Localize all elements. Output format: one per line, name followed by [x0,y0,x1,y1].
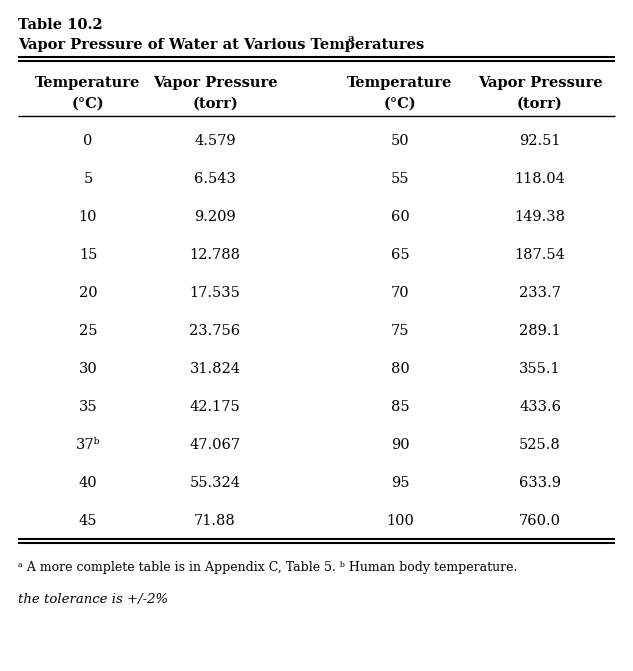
Text: (°C): (°C) [72,97,104,111]
Text: 60: 60 [391,210,410,224]
Text: 10: 10 [78,210,97,224]
Text: 37ᵇ: 37ᵇ [76,438,100,452]
Text: 633.9: 633.9 [519,476,561,490]
Text: 5: 5 [84,172,92,186]
Text: a: a [348,34,354,43]
Text: the tolerance is +/-2%: the tolerance is +/-2% [18,593,168,606]
Text: 90: 90 [391,438,410,452]
Text: (torr): (torr) [517,97,563,111]
Text: Temperature: Temperature [35,76,141,90]
Text: 75: 75 [391,324,410,338]
Text: 760.0: 760.0 [519,514,561,528]
Text: 42.175: 42.175 [190,400,241,414]
Text: Temperature: Temperature [348,76,453,90]
Text: 289.1: 289.1 [519,324,561,338]
Text: 40: 40 [78,476,97,490]
Text: 30: 30 [78,362,97,376]
Text: 4.579: 4.579 [194,134,236,148]
Text: 17.535: 17.535 [189,286,241,300]
Text: 31.824: 31.824 [189,362,241,376]
Text: 355.1: 355.1 [519,362,561,376]
Text: Vapor Pressure of Water at Various Temperatures: Vapor Pressure of Water at Various Tempe… [18,38,424,52]
Text: 12.788: 12.788 [189,248,241,262]
Text: 25: 25 [78,324,97,338]
Text: 80: 80 [391,362,410,376]
Text: 45: 45 [78,514,97,528]
Text: 233.7: 233.7 [519,286,561,300]
Text: 6.543: 6.543 [194,172,236,186]
Text: 23.756: 23.756 [189,324,241,338]
Text: 9.209: 9.209 [194,210,236,224]
Text: 100: 100 [386,514,414,528]
Text: 187.54: 187.54 [515,248,565,262]
Text: 65: 65 [391,248,410,262]
Text: Vapor Pressure: Vapor Pressure [153,76,277,90]
Text: Vapor Pressure: Vapor Pressure [478,76,603,90]
Text: 50: 50 [391,134,410,148]
Text: 0: 0 [84,134,92,148]
Text: 20: 20 [78,286,97,300]
Text: 118.04: 118.04 [515,172,565,186]
Text: Table 10.2: Table 10.2 [18,18,103,32]
Text: (°C): (°C) [384,97,417,111]
Text: 92.51: 92.51 [519,134,561,148]
Text: 35: 35 [78,400,97,414]
Text: 433.6: 433.6 [519,400,561,414]
Text: 525.8: 525.8 [519,438,561,452]
Text: 47.067: 47.067 [189,438,241,452]
Text: 149.38: 149.38 [515,210,565,224]
Text: 55.324: 55.324 [189,476,241,490]
Text: 70: 70 [391,286,410,300]
Text: ᵃ A more complete table is in Appendix C, Table 5. ᵇ Human body temperature.: ᵃ A more complete table is in Appendix C… [18,561,517,574]
Text: 95: 95 [391,476,410,490]
Text: 71.88: 71.88 [194,514,236,528]
Text: 85: 85 [391,400,410,414]
Text: 15: 15 [79,248,97,262]
Text: (torr): (torr) [192,97,238,111]
Text: 55: 55 [391,172,410,186]
